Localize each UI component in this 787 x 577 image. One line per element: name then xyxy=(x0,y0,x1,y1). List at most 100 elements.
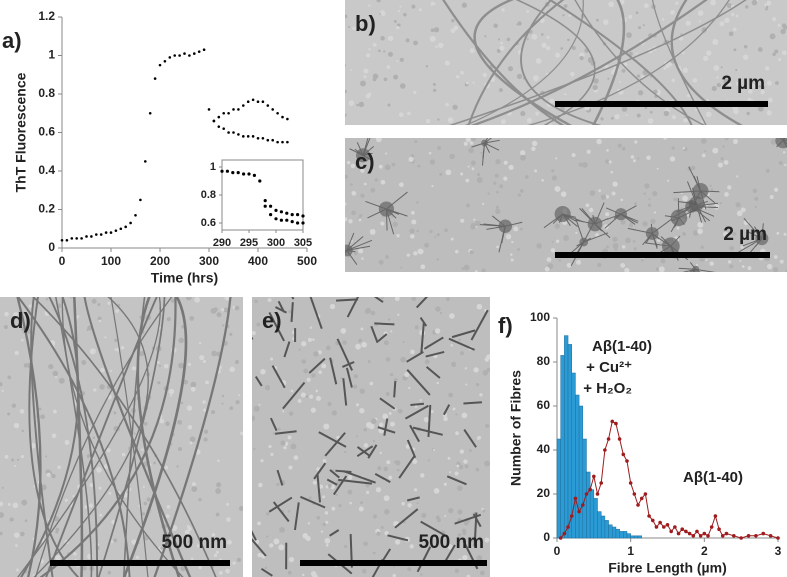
rod xyxy=(338,478,373,485)
data-point xyxy=(263,199,267,203)
data-point xyxy=(134,213,137,217)
grain xyxy=(444,60,450,66)
fibril xyxy=(747,231,763,240)
grain xyxy=(414,140,418,144)
grain xyxy=(663,66,667,70)
data-point xyxy=(104,231,108,234)
grain xyxy=(762,86,766,89)
grain xyxy=(270,452,274,456)
fibril xyxy=(737,238,763,254)
histogram-bar xyxy=(604,520,609,539)
data-point xyxy=(754,534,758,538)
grain xyxy=(743,219,749,226)
rod xyxy=(346,297,360,318)
grain xyxy=(697,10,704,16)
grain xyxy=(278,544,285,551)
grain xyxy=(187,362,192,367)
grain xyxy=(605,159,610,164)
grain xyxy=(301,359,306,364)
grain xyxy=(608,160,612,164)
grain xyxy=(510,253,513,256)
grain xyxy=(323,423,330,430)
fibril xyxy=(386,208,400,215)
grain xyxy=(431,184,434,188)
grain xyxy=(184,529,190,535)
rod xyxy=(377,333,388,342)
grain xyxy=(592,84,598,91)
data-point xyxy=(617,437,622,441)
rod xyxy=(442,404,451,416)
grain xyxy=(40,414,46,420)
rod xyxy=(329,357,338,385)
grain xyxy=(55,527,60,532)
fibril xyxy=(346,232,355,251)
grain xyxy=(596,138,602,145)
grain xyxy=(417,164,421,168)
fibril xyxy=(700,190,707,210)
grain xyxy=(349,501,352,505)
grain xyxy=(46,472,51,477)
grain xyxy=(186,405,193,411)
grain xyxy=(202,359,206,363)
grain xyxy=(157,381,161,385)
grain xyxy=(745,5,749,9)
data-point xyxy=(231,171,235,175)
grain xyxy=(409,544,414,549)
grain xyxy=(740,207,746,213)
grain xyxy=(758,85,762,88)
fibril xyxy=(779,138,784,141)
grain xyxy=(434,236,437,239)
grain xyxy=(437,118,440,121)
fibril xyxy=(689,206,692,218)
grain xyxy=(593,78,599,84)
rod xyxy=(370,325,379,344)
grain xyxy=(448,392,454,398)
y-tick-label: 100 xyxy=(530,310,550,324)
fibril xyxy=(651,218,673,234)
grain xyxy=(697,228,703,235)
data-point xyxy=(227,131,230,134)
panel-label: a) xyxy=(2,28,22,53)
grain xyxy=(473,218,476,221)
grain xyxy=(203,437,208,442)
grain xyxy=(555,52,561,58)
data-point xyxy=(636,503,640,507)
micrograph xyxy=(252,297,490,577)
grain xyxy=(293,455,299,461)
grain xyxy=(757,47,763,53)
grain xyxy=(290,389,294,393)
grain xyxy=(462,554,468,561)
grain xyxy=(45,455,48,458)
fibril xyxy=(782,138,786,141)
grain xyxy=(429,159,436,165)
fibril xyxy=(651,233,660,240)
grain xyxy=(325,520,329,524)
grain xyxy=(567,38,570,42)
grain xyxy=(628,14,633,19)
grain xyxy=(165,421,170,426)
data-point xyxy=(603,448,607,452)
grain xyxy=(396,60,399,63)
rod xyxy=(412,426,443,436)
grain xyxy=(215,550,219,554)
grain xyxy=(315,395,321,401)
scale-bar-label: 500 nm xyxy=(162,532,227,553)
grain xyxy=(748,89,753,94)
data-point xyxy=(588,487,592,492)
grain xyxy=(637,90,644,96)
grain xyxy=(347,475,353,480)
grain xyxy=(19,409,25,414)
y-tick-label: 0.6 xyxy=(38,125,55,139)
grain xyxy=(712,147,719,154)
grain xyxy=(298,348,301,351)
grain xyxy=(397,10,401,13)
fibril xyxy=(627,227,653,234)
grain xyxy=(238,394,241,397)
data-point xyxy=(606,437,611,441)
data-point xyxy=(632,492,637,496)
grain xyxy=(123,492,129,498)
grain xyxy=(469,250,474,255)
grain xyxy=(203,408,207,412)
grain xyxy=(84,505,88,509)
rod xyxy=(374,473,391,483)
